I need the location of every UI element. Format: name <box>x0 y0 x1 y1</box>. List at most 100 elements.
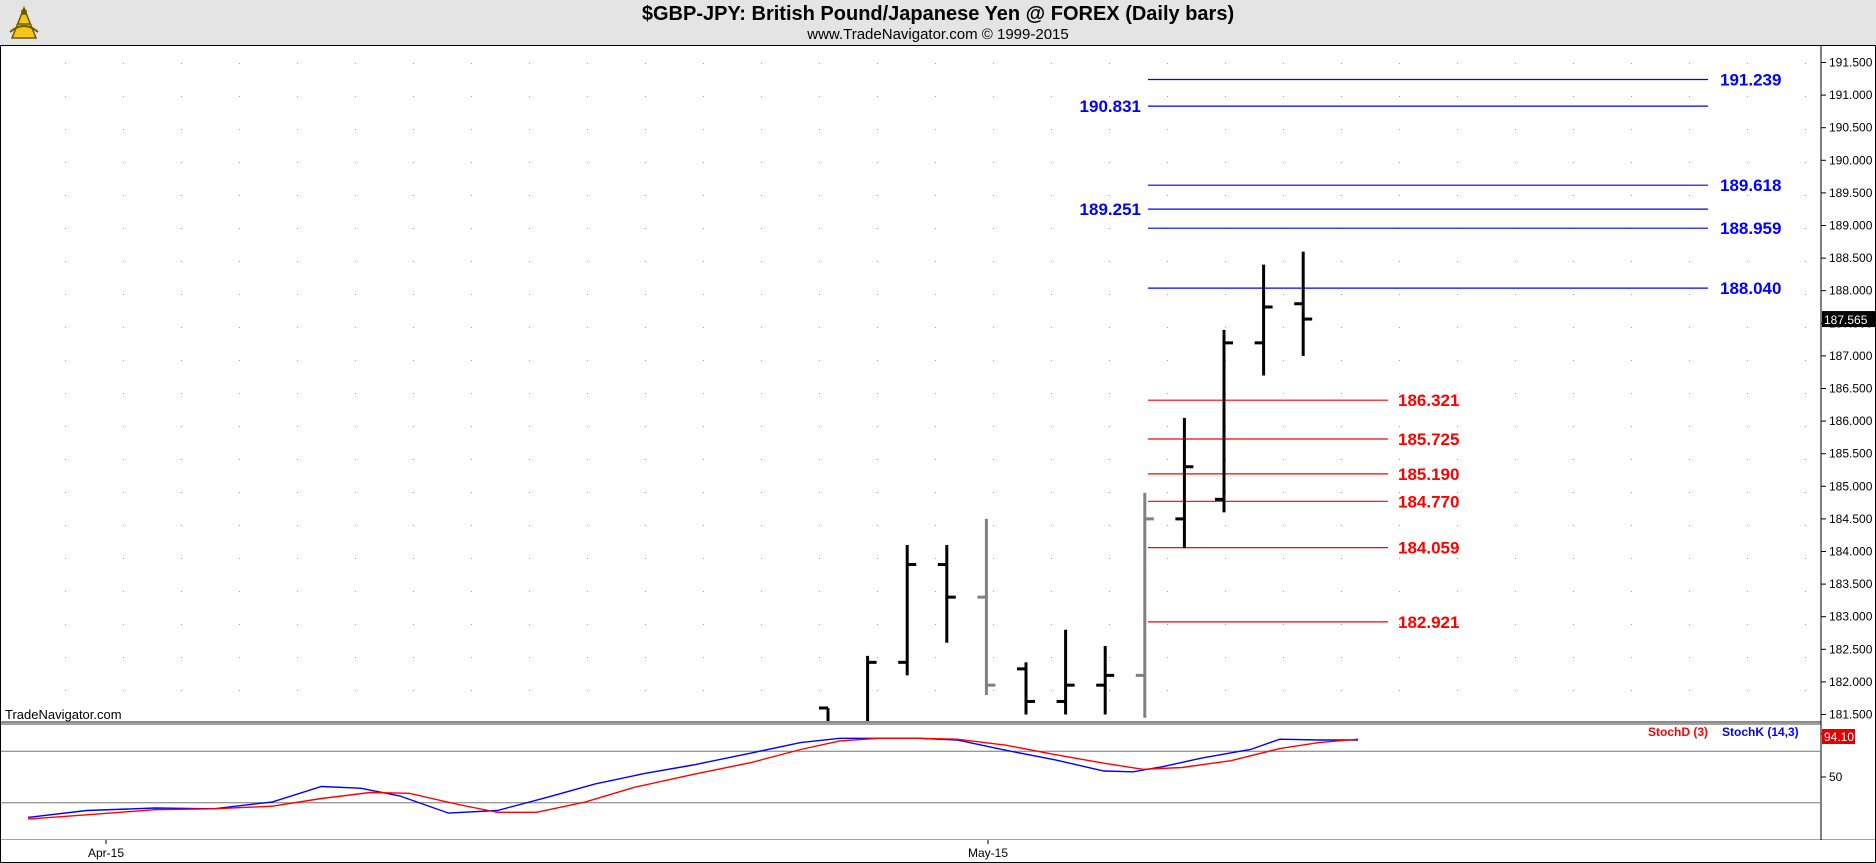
grid-dot <box>181 492 182 493</box>
y-tick-label: 191.000 <box>1829 88 1873 102</box>
grid-dot <box>355 360 356 361</box>
grid-dot <box>1399 261 1400 262</box>
grid-dot <box>355 294 356 295</box>
grid-dot <box>1399 96 1400 97</box>
grid-dot <box>1341 162 1342 163</box>
grid-dot <box>1805 657 1806 658</box>
grid-dot <box>819 426 820 427</box>
grid-dot <box>1805 261 1806 262</box>
grid-dot <box>1109 690 1110 691</box>
grid-dot <box>471 360 472 361</box>
grid-dot <box>1457 492 1458 493</box>
grid-dot <box>413 492 414 493</box>
grid-dot <box>65 426 66 427</box>
grid-dot <box>297 558 298 559</box>
grid-dot <box>1051 129 1052 130</box>
grid-dot <box>587 624 588 625</box>
grid-dot <box>1399 426 1400 427</box>
grid-dot <box>761 657 762 658</box>
series-line-stochk <box>27 737 1359 819</box>
grid-dot <box>1631 459 1632 460</box>
grid-dot <box>65 690 66 691</box>
oscillator-last-value-label: 94.10 <box>1824 730 1854 744</box>
grid-dot <box>587 558 588 559</box>
grid-dot <box>297 228 298 229</box>
grid-dot <box>471 162 472 163</box>
grid-dot <box>65 129 66 130</box>
grid-dot <box>1109 591 1110 592</box>
grid-dot <box>1805 459 1806 460</box>
grid-dot <box>1225 162 1226 163</box>
legend-stochk: StochK (14,3) <box>1722 725 1799 739</box>
grid-dot <box>935 327 936 328</box>
grid-dot <box>1689 63 1690 64</box>
grid-dot <box>1805 63 1806 64</box>
grid-dot <box>1283 63 1284 64</box>
series-line-stochd <box>27 737 1359 820</box>
grid-dot <box>703 591 704 592</box>
grid-dot <box>703 327 704 328</box>
grid-dot <box>471 294 472 295</box>
grid-dot <box>123 228 124 229</box>
grid-dot <box>1805 162 1806 163</box>
grid-dot <box>1225 129 1226 130</box>
y-tick-label: 185.500 <box>1829 447 1873 461</box>
grid-dot <box>761 492 762 493</box>
grid-dot <box>1225 525 1226 526</box>
grid-dot <box>1051 393 1052 394</box>
y-tick-label: 188.500 <box>1829 251 1873 265</box>
ohlc-bar <box>1175 417 1194 549</box>
level-label: 189.618 <box>1720 176 1781 195</box>
grid-dot <box>1515 96 1516 97</box>
level-label: 185.725 <box>1398 430 1459 449</box>
grid-dot <box>761 129 762 130</box>
y-tick-label: 189.500 <box>1829 186 1873 200</box>
grid-dot <box>1341 63 1342 64</box>
grid-dot <box>1283 129 1284 130</box>
y-tick-label: 189.000 <box>1829 219 1873 233</box>
grid-dot <box>123 591 124 592</box>
grid-dot <box>1747 327 1748 328</box>
oscillator-last-value-marker <box>1822 729 1855 744</box>
grid-dot <box>935 426 936 427</box>
grid-dot <box>819 294 820 295</box>
grid-dot <box>1051 492 1052 493</box>
grid-dot <box>1283 591 1284 592</box>
chart-header <box>0 0 1876 45</box>
grid-dot <box>1689 129 1690 130</box>
grid-dot <box>1399 162 1400 163</box>
grid-dot <box>1399 459 1400 460</box>
grid-dot <box>1109 624 1110 625</box>
grid-dot <box>1051 228 1052 229</box>
grid-dot <box>239 360 240 361</box>
grid-dot <box>993 63 994 64</box>
grid-dot <box>587 228 588 229</box>
grid-dot <box>993 558 994 559</box>
grid-dot <box>1399 558 1400 559</box>
grid-dot <box>181 96 182 97</box>
y-axis-panel <box>1821 45 1876 818</box>
grid-dot <box>1341 327 1342 328</box>
grid-dot <box>993 393 994 394</box>
grid-dot <box>471 525 472 526</box>
grid-dot <box>1631 195 1632 196</box>
ohlc-bar <box>1215 329 1233 513</box>
price-panel <box>1 45 1821 722</box>
grid-dot <box>1515 129 1516 130</box>
grid-dot <box>819 327 820 328</box>
grid-dot <box>1167 63 1168 64</box>
grid-dot <box>1515 162 1516 163</box>
grid-dot <box>1051 162 1052 163</box>
grid-dot <box>1341 492 1342 493</box>
grid-dot <box>413 96 414 97</box>
grid-dot <box>239 591 240 592</box>
grid-dot <box>877 426 878 427</box>
grid-dot <box>529 63 530 64</box>
grid-dot <box>1805 492 1806 493</box>
grid-dot <box>703 525 704 526</box>
grid-dot <box>123 129 124 130</box>
grid-dot <box>1399 327 1400 328</box>
grid-dot <box>645 393 646 394</box>
grid-dot <box>993 195 994 196</box>
grid-dot <box>645 459 646 460</box>
